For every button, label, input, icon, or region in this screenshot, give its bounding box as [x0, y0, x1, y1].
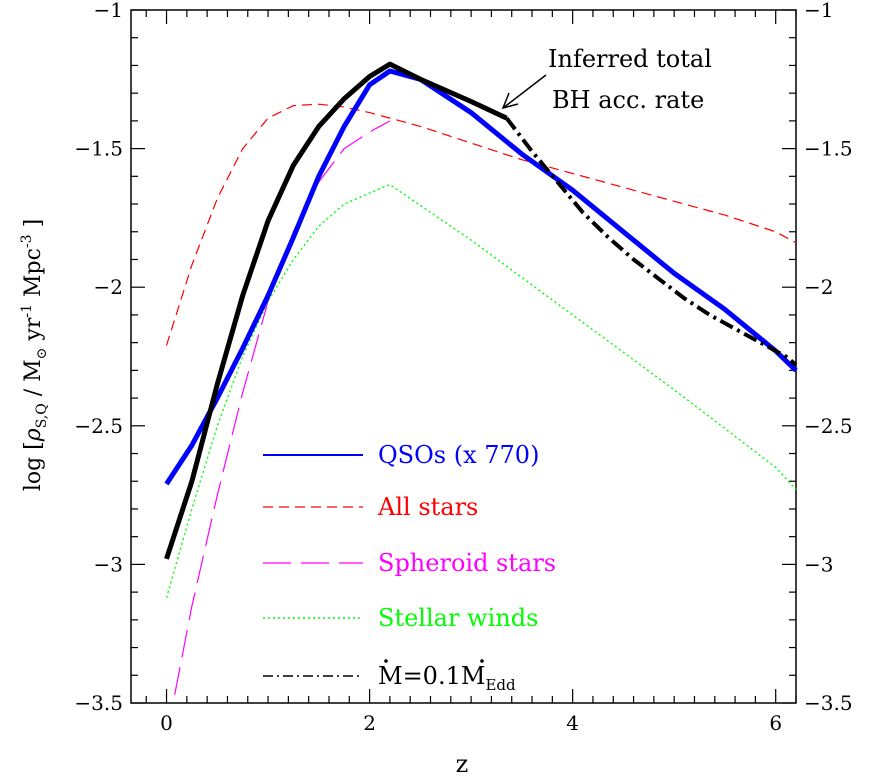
legend-eddington-main: M=0.1M — [378, 662, 485, 690]
ylabel-suffix: ] — [21, 219, 46, 235]
legend-mdot-dot-1 — [384, 659, 388, 663]
ylabel-rho-sub: S,Q — [34, 403, 50, 428]
x-axis-title: z — [456, 750, 469, 778]
x-tick-label: 4 — [566, 711, 579, 735]
annotation-line2: BH acc. rate — [552, 86, 704, 114]
series-winds — [165, 183, 797, 598]
ylabel-prefix: log [ — [21, 441, 46, 491]
legend-mdot-dot-2 — [480, 659, 484, 663]
ylabel-sun: ⊙ — [34, 348, 50, 360]
series-layer — [164, 61, 798, 695]
ylabel-mpc: Mpc — [21, 248, 46, 304]
y-tick-label: −2 — [94, 275, 123, 299]
axis-ticks — [131, 9, 797, 704]
y-tick-label-right: −2 — [804, 275, 833, 299]
ylabel-mpc-sup: -3 — [19, 234, 35, 248]
y-tick-label: −3 — [94, 552, 123, 576]
annotation: Inferred total BH acc. rate — [501, 45, 712, 114]
y-tick-label-right: −1 — [804, 0, 833, 22]
x-tick-label: 2 — [363, 711, 376, 735]
y-tick-label: −2.5 — [74, 414, 123, 438]
y-tick-label: −1.5 — [74, 137, 123, 161]
legend-label-allstars: All stars — [377, 493, 478, 521]
legend-label-winds: Stellar winds — [378, 604, 538, 632]
y-tick-label: −1 — [94, 0, 123, 22]
y-tick-label-right: −2.5 — [804, 414, 853, 438]
series-inferred — [164, 61, 508, 560]
ylabel-yr: yr — [21, 317, 46, 347]
plot-frame — [130, 9, 797, 704]
ylabel-yr-sup: -1 — [19, 304, 35, 318]
y-tick-label-right: −1.5 — [804, 137, 853, 161]
legend-label-eddington: M=0.1MEdd — [378, 662, 516, 694]
legend-eddington-sub: Edd — [485, 676, 516, 694]
x-tick-label: 0 — [160, 711, 173, 735]
annotation-arrow-shaft — [502, 74, 547, 109]
ylabel-mid: / M — [21, 359, 46, 403]
legend-label-qso: QSOs (x 770) — [378, 441, 539, 469]
legend: QSOs (x 770) All stars Spheroid stars St… — [263, 441, 556, 694]
legend-label-spheroid: Spheroid stars — [378, 549, 556, 577]
y-tick-label: −3.5 — [74, 691, 123, 715]
svg-text:log [ρS,Q / M⊙ yr-1 Mpc-3 ]: log [ρS,Q / M⊙ yr-1 Mpc-3 ] — [19, 219, 50, 491]
axis-tick-labels: 0 2 4 6 −3.5 −3.5 −3 −3 −2.5 −2.5 −2 −2 −1.5 −1.5 −1 −1 — [74, 0, 852, 735]
y-axis-title: log [ρS,Q / M⊙ yr-1 Mpc-3 ] — [19, 219, 50, 491]
x-tick-label: 6 — [769, 711, 782, 735]
series-eddington — [505, 116, 798, 367]
y-tick-label-right: −3.5 — [804, 691, 853, 715]
annotation-arrow-head — [501, 92, 519, 110]
ylabel-rho: ρ — [21, 428, 46, 442]
series-spheroid — [174, 120, 391, 695]
annotation-line1: Inferred total — [548, 45, 712, 73]
y-tick-label-right: −3 — [804, 552, 833, 576]
series-qso — [164, 68, 798, 486]
